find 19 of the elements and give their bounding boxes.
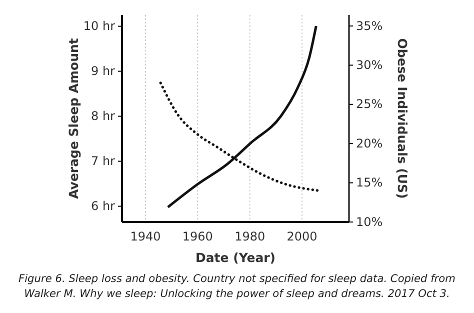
y2-tick-label: 35% bbox=[356, 18, 383, 33]
y2-axis-title: Obese Individuals (US) bbox=[395, 38, 410, 199]
y-tick-label: 6 hr bbox=[91, 199, 116, 214]
x-axis-title: Date (Year) bbox=[195, 250, 276, 265]
caption: Figure 6. Sleep loss and obesity. Country not specified for sleep data. Copied from Walker M. Why we sleep: Unlocking the power of sleep and dreams. 2017 Oct 3. bbox=[18, 273, 456, 300]
x-tick-label: 2000 bbox=[286, 230, 318, 244]
y2-tick-label: 25% bbox=[356, 97, 383, 112]
x-tick-label: 1960 bbox=[182, 230, 213, 244]
y2-tick-label: 20% bbox=[356, 136, 383, 150]
x-tick-label: 1940 bbox=[130, 230, 161, 244]
y-tick-label: 10 hr bbox=[83, 19, 116, 34]
y2-tick-label: 10% bbox=[356, 214, 383, 229]
y-tick-label: 8 hr bbox=[91, 109, 116, 124]
y-axis-title: Average Sleep Amount bbox=[66, 38, 81, 199]
y2-tick-label: 30% bbox=[356, 58, 383, 72]
x-tick-label: 1980 bbox=[234, 230, 266, 244]
y2-tick-label: 15% bbox=[356, 176, 383, 190]
y-tick-label: 9 hr bbox=[91, 64, 116, 78]
y-tick-label: 7 hr bbox=[91, 154, 116, 168]
